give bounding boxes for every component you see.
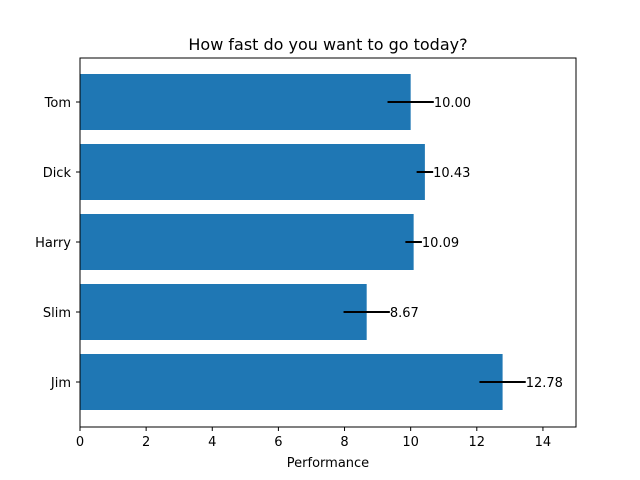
- x-axis-label: Performance: [287, 456, 369, 471]
- bar-jim: [80, 354, 503, 410]
- x-tick-label: 2: [142, 435, 150, 450]
- data-labels-layer: 10.00 10.43 10.09 8.67 12.78: [390, 96, 563, 391]
- data-label-dick: 10.43: [433, 166, 470, 181]
- y-tick-label-harry: Harry: [35, 236, 71, 251]
- y-tick-label-slim: Slim: [43, 306, 71, 321]
- x-tick-label: 8: [340, 435, 348, 450]
- data-label-tom: 10.00: [434, 96, 471, 111]
- y-axis-ticks: Tom Dick Harry Slim Jim: [35, 96, 80, 391]
- data-label-slim: 8.67: [390, 306, 419, 321]
- x-tick-label: 6: [274, 435, 282, 450]
- bar-slim: [80, 284, 367, 340]
- data-label-jim: 12.78: [526, 376, 563, 391]
- x-tick-label: 12: [469, 435, 486, 450]
- y-tick-label-tom: Tom: [44, 96, 71, 111]
- bar-tom: [80, 74, 411, 130]
- x-tick-label: 14: [535, 435, 552, 450]
- y-tick-label-jim: Jim: [50, 376, 71, 391]
- bar-dick: [80, 144, 425, 200]
- chart-title: How fast do you want to go today?: [188, 35, 467, 54]
- bar-harry: [80, 214, 414, 270]
- x-tick-label: 4: [208, 435, 216, 450]
- x-tick-label: 10: [402, 435, 419, 450]
- data-label-harry: 10.09: [422, 236, 459, 251]
- y-tick-label-dick: Dick: [43, 166, 72, 181]
- x-axis-ticks: 0 2 4 6 8 10 12 14: [76, 427, 551, 450]
- error-bars-layer: [343, 101, 526, 383]
- bars-layer: [80, 74, 503, 410]
- x-tick-label: 0: [76, 435, 84, 450]
